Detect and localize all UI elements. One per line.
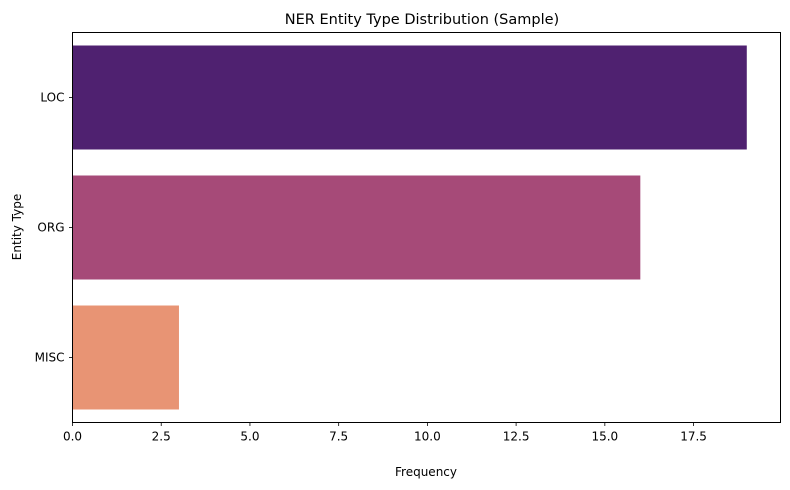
x-tick-label: 5.0 — [240, 430, 259, 444]
y-tick-label: ORG — [37, 221, 64, 235]
bar-misc — [72, 305, 179, 410]
x-tick-label: 12.5 — [503, 430, 530, 444]
x-axis-label: Frequency — [395, 465, 457, 479]
bar-loc — [72, 45, 747, 150]
x-tick-label: 7.5 — [329, 430, 348, 444]
plot-frame — [72, 32, 781, 423]
x-tick-label: 10.0 — [414, 430, 441, 444]
x-tick-label: 15.0 — [591, 430, 618, 444]
bar-org — [72, 175, 641, 280]
y-axis: LOC ORG MISC — [35, 91, 73, 365]
chart-title: NER Entity Type Distribution (Sample) — [285, 12, 559, 28]
bars-group — [72, 45, 747, 410]
x-tick-label: 17.5 — [680, 430, 707, 444]
x-axis: 0.0 2.5 5.0 7.5 10.0 12.5 15.0 17.5 — [63, 422, 707, 444]
y-axis-label: Entity Type — [10, 194, 24, 260]
x-tick-label: 2.5 — [152, 430, 171, 444]
x-tick-label: 0.0 — [63, 430, 82, 444]
y-tick-label: LOC — [40, 91, 64, 105]
y-tick-label: MISC — [35, 351, 65, 365]
